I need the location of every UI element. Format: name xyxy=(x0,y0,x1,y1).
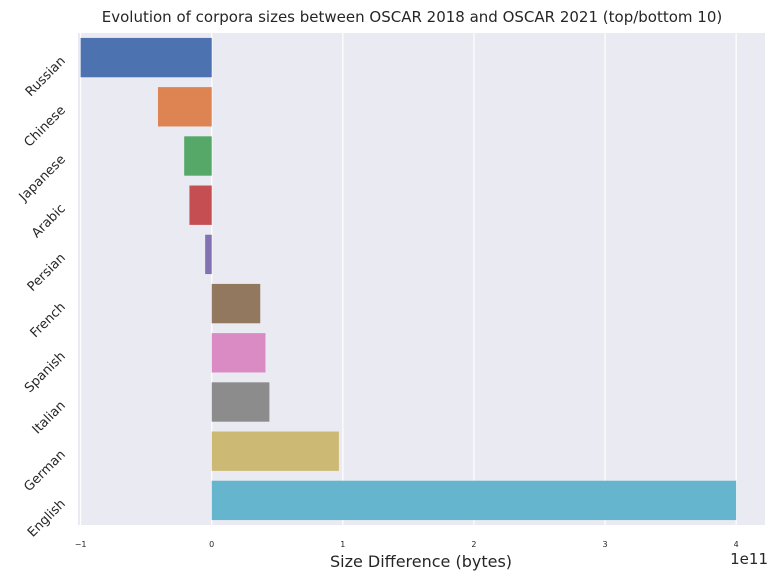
x-tick-label: 2 xyxy=(471,540,476,549)
y-tick-label: Persian xyxy=(25,251,69,295)
x-axis-offset-label: 1e11 xyxy=(730,550,768,568)
y-tick-label: Arabic xyxy=(29,201,69,241)
x-tick-label: 0 xyxy=(209,540,214,549)
x-tick-labels: −1 0 1 2 3 4 xyxy=(75,540,739,549)
x-tick-label: 3 xyxy=(603,540,608,549)
bars xyxy=(80,37,737,521)
bar-japanese xyxy=(184,136,212,176)
bar-spanish xyxy=(211,333,266,373)
y-tick-label: Russian xyxy=(23,54,69,100)
bar-french xyxy=(211,283,261,324)
x-axis-label: Size Difference (bytes) xyxy=(330,552,512,571)
y-tick-label: English xyxy=(25,497,69,541)
chart-title: Evolution of corpora sizes between OSCAR… xyxy=(102,8,722,26)
bar-russian xyxy=(80,37,212,78)
bar-english xyxy=(211,480,737,521)
y-tick-label: Japanese xyxy=(16,152,69,205)
bar-persian xyxy=(205,234,212,275)
y-tick-label: Chinese xyxy=(21,103,68,150)
y-tick-label: German xyxy=(21,447,68,494)
x-tick-label: 4 xyxy=(734,540,739,549)
x-tick-label: −1 xyxy=(75,540,87,549)
y-tick-label: Italian xyxy=(30,398,69,437)
bar-italian xyxy=(211,382,270,422)
bar-arabic xyxy=(189,185,212,225)
bar-german xyxy=(211,431,339,471)
bar-chinese xyxy=(157,87,212,127)
y-tick-label: French xyxy=(28,300,69,341)
y-tick-label: Spanish xyxy=(22,349,69,396)
x-tick-label: 1 xyxy=(340,540,345,549)
